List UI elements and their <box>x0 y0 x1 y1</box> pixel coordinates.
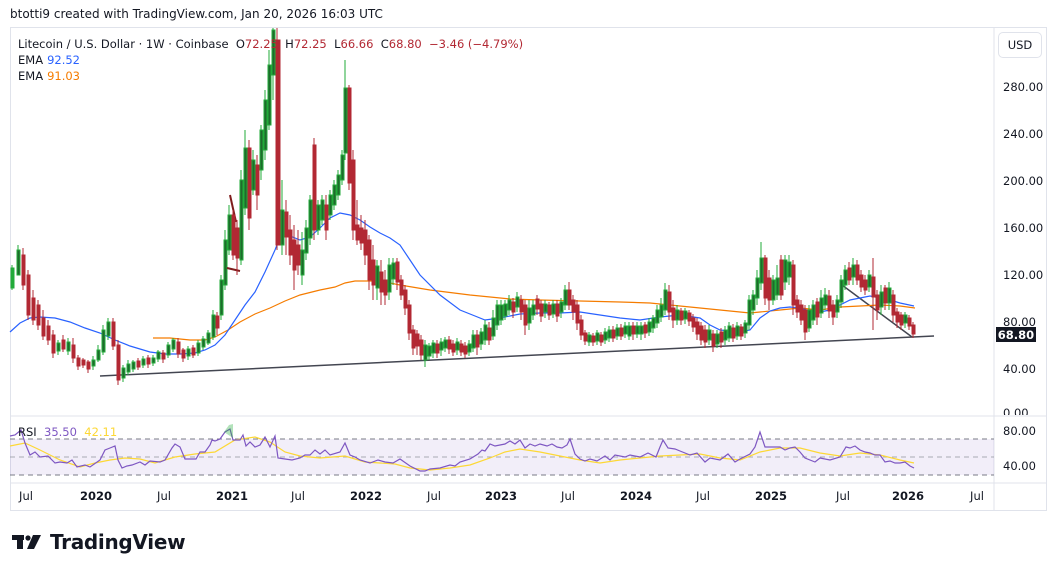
rsi-legend[interactable]: RSI 35.50 42.11 <box>18 425 117 439</box>
time-axis-label: Jul <box>157 489 171 503</box>
price-axis-label: 80.00 <box>1003 315 1036 329</box>
rsi-ma-line <box>9 436 915 471</box>
time-axis-label: Jul <box>561 489 575 503</box>
price-axis-label: 0.00 <box>1003 406 1029 415</box>
symbol-title: Litecoin / U.S. Dollar · 1W · Coinbase <box>18 37 229 51</box>
time-axis-label: Jul <box>291 489 305 503</box>
time-axis-label: 2021 <box>215 489 249 503</box>
price-axis-label: 240.00 <box>1003 127 1044 141</box>
high-value: 72.25 <box>293 37 327 51</box>
change-value: −3.46 (−4.79%) <box>429 37 524 51</box>
last-price-label: 68.80 <box>996 327 1036 342</box>
time-axis-label: Jul <box>696 489 710 503</box>
rsi-label: RSI <box>18 425 37 439</box>
symbol-legend: Litecoin / U.S. Dollar · 1W · Coinbase O… <box>18 36 523 84</box>
ema-fast-value: 92.52 <box>47 53 80 67</box>
price-axis-label: 120.00 <box>1003 268 1044 282</box>
support-trendline <box>99 335 935 377</box>
rsi-axis-label: 80.00 <box>1003 424 1036 438</box>
close-label: C <box>380 37 389 51</box>
price-axis-label: 200.00 <box>1003 174 1044 188</box>
time-axis-label: 2026 <box>891 489 925 503</box>
currency-button[interactable]: USD <box>998 32 1042 58</box>
time-axis-label: 2025 <box>754 489 788 503</box>
ema-slow-legend[interactable]: EMA 91.03 <box>18 68 523 84</box>
candles <box>10 28 916 385</box>
ema-fast-legend[interactable]: EMA 92.52 <box>18 52 523 68</box>
time-axis-label: 2023 <box>484 489 518 503</box>
tradingview-logo-icon <box>12 535 41 549</box>
time-axis-label: Jul <box>19 489 33 503</box>
time-axis-label: Jul <box>836 489 850 503</box>
symbol-row: Litecoin / U.S. Dollar · 1W · Coinbase O… <box>18 36 523 52</box>
brand-name: TradingView <box>50 530 186 554</box>
time-axis-label: 2020 <box>79 489 113 503</box>
time-axis-label: Jul <box>970 489 984 503</box>
time-axis-label: Jul <box>427 489 441 503</box>
price-axis-label: 40.00 <box>1003 362 1036 376</box>
ema-fast-label: EMA <box>18 53 44 67</box>
chart-credit: btotti9 created with TradingView.com, Ja… <box>10 7 383 21</box>
low-value: 66.66 <box>340 37 374 51</box>
tradingview-logo[interactable]: TradingView <box>12 530 186 554</box>
price-axis-label: 160.00 <box>1003 221 1044 235</box>
high-label: H <box>285 37 294 51</box>
time-axis-label: 2022 <box>349 489 383 503</box>
rsi-ma-value: 42.11 <box>84 425 118 439</box>
time-axis-label: 2024 <box>619 489 653 503</box>
rsi-value: 35.50 <box>44 425 77 439</box>
low-label: L <box>334 37 341 51</box>
price-axis-label: 280.00 <box>1003 80 1044 94</box>
ema-slow-value: 91.03 <box>47 69 80 83</box>
open-label: O <box>235 37 245 51</box>
rsi-line <box>9 428 915 472</box>
open-value: 72.25 <box>244 37 278 51</box>
close-value: 68.80 <box>388 37 422 51</box>
ema-slow-label: EMA <box>18 69 44 83</box>
rsi-axis-label: 40.00 <box>1003 459 1036 473</box>
